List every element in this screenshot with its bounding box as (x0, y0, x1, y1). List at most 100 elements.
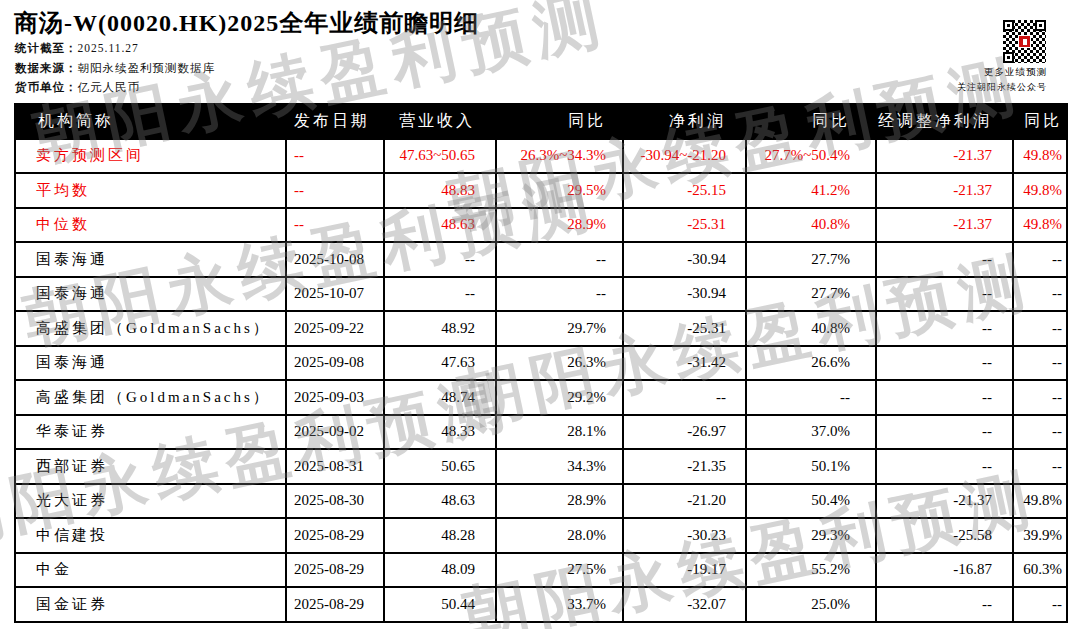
table-body: 卖方预测区间--47.63~50.6526.3%~34.3%-30.94~-21… (15, 139, 1067, 622)
cell: 25.0% (746, 587, 876, 622)
cell: 29.7% (496, 311, 623, 346)
cell: 西部证券 (15, 449, 286, 484)
report-page: 商汤-W(00020.HK)2025全年业绩前瞻明细 统计截至：2025.11.… (0, 0, 1080, 629)
cell: -- (286, 173, 384, 208)
cell: 2025-09-22 (286, 311, 384, 346)
cell: 50.44 (384, 587, 496, 622)
cell: 50.65 (384, 449, 496, 484)
cell: 28.9% (496, 208, 623, 243)
table-row: 高盛集团（GoldmanSachs）2025-09-0348.7429.2%--… (15, 380, 1067, 415)
table-row: 中信建投2025-08-2948.2828.0%-30.2329.3%-25.5… (15, 518, 1067, 553)
table-row: 华泰证券2025-09-0248.3328.1%-26.9737.0%---- (15, 415, 1067, 450)
cell: -- (496, 277, 623, 312)
cell: 49.8% (1013, 208, 1067, 243)
cell: 29.5% (496, 173, 623, 208)
table-row: 国泰海通2025-10-07-----30.9427.7%---- (15, 277, 1067, 312)
cell: 48.33 (384, 415, 496, 450)
cell: -- (1013, 242, 1067, 277)
cell: 48.28 (384, 518, 496, 553)
cell: -- (384, 242, 496, 277)
qr-finder-icon (1035, 20, 1046, 31)
column-header: 发布日期 (286, 104, 384, 139)
cell: -21.37 (876, 139, 1013, 174)
cell: -21.35 (623, 449, 746, 484)
table-row: 国泰海通2025-09-0847.6326.3%-31.4226.6%---- (15, 346, 1067, 381)
column-header: 机构简称 (15, 104, 286, 139)
cell: 29.3% (746, 518, 876, 553)
cell: -30.94 (623, 277, 746, 312)
cell: -21.20 (623, 484, 746, 519)
qr-finder-icon (1003, 20, 1014, 31)
table-row: 西部证券2025-08-3150.6534.3%-21.3550.1%---- (15, 449, 1067, 484)
qr-caption-2: 关注朝阳永续公众号 (927, 81, 1047, 94)
qr-code (1003, 20, 1046, 63)
cell: 40.8% (746, 311, 876, 346)
cell: 国金证券 (15, 587, 286, 622)
cell: 2025-08-29 (286, 587, 384, 622)
cell: -21.37 (876, 484, 1013, 519)
cell: 国泰海通 (15, 346, 286, 381)
meta-stat-date: 统计截至：2025.11.27 (15, 41, 139, 56)
summary-row: 中位数--48.6328.9%-25.3140.8%-21.3749.8% (15, 208, 1067, 243)
cell: -- (286, 208, 384, 243)
cell: -19.17 (623, 553, 746, 588)
cell: -30.23 (623, 518, 746, 553)
cell: 29.2% (496, 380, 623, 415)
cell: -- (876, 380, 1013, 415)
cell: 27.5% (496, 553, 623, 588)
cell: -30.94~-21.20 (623, 139, 746, 174)
cell: 49.8% (1013, 139, 1067, 174)
cell: -- (1013, 277, 1067, 312)
cell: 47.63~50.65 (384, 139, 496, 174)
table-header-row: 机构简称发布日期营业收入同比净利润同比经调整净利润同比 (15, 104, 1067, 139)
qr-finder-icon (1003, 52, 1014, 63)
cell: 27.7% (746, 242, 876, 277)
cell: -16.87 (876, 553, 1013, 588)
cell: 2025-09-02 (286, 415, 384, 450)
cell: 2025-08-31 (286, 449, 384, 484)
cell: -- (384, 277, 496, 312)
table-row: 中金2025-08-2948.0927.5%-19.1755.2%-16.876… (15, 553, 1067, 588)
cell: 48.63 (384, 208, 496, 243)
cell: 48.83 (384, 173, 496, 208)
meta-value: 朝阳永续盈利预测数据库 (78, 62, 216, 74)
cell: 2025-09-08 (286, 346, 384, 381)
cell: 49.8% (1013, 484, 1067, 519)
meta-label: 统计截至： (15, 42, 78, 54)
table-row: 光大证券2025-08-3048.6328.9%-21.2050.4%-21.3… (15, 484, 1067, 519)
cell: -31.42 (623, 346, 746, 381)
cell: 60.3% (1013, 553, 1067, 588)
cell: 2025-08-30 (286, 484, 384, 519)
cell: -- (1013, 346, 1067, 381)
cell: 33.7% (496, 587, 623, 622)
cell: -- (876, 311, 1013, 346)
cell: 27.7% (746, 277, 876, 312)
cell: 中金 (15, 553, 286, 588)
cell: 国泰海通 (15, 242, 286, 277)
cell: -21.37 (876, 173, 1013, 208)
cell: -32.07 (623, 587, 746, 622)
cell: -- (1013, 311, 1067, 346)
meta-data-source: 数据来源：朝阳永续盈利预测数据库 (15, 61, 215, 76)
cell: 光大证券 (15, 484, 286, 519)
cell: -- (1013, 380, 1067, 415)
meta-label: 货币单位： (15, 81, 78, 93)
cell: 高盛集团（GoldmanSachs） (15, 380, 286, 415)
forecast-table: 机构简称发布日期营业收入同比净利润同比经调整净利润同比 卖方预测区间--47.6… (14, 103, 1068, 623)
cell: -25.31 (623, 311, 746, 346)
cell: -- (876, 587, 1013, 622)
cell: -- (1013, 449, 1067, 484)
meta-value: 亿元人民币 (78, 81, 141, 93)
qr-center-logo-icon (1018, 35, 1031, 48)
column-header: 同比 (496, 104, 623, 139)
cell: -- (1013, 587, 1067, 622)
cell: 26.3%~34.3% (496, 139, 623, 174)
page-title: 商汤-W(00020.HK)2025全年业绩前瞻明细 (14, 7, 479, 39)
cell: -- (496, 242, 623, 277)
cell: 50.1% (746, 449, 876, 484)
cell: -- (876, 277, 1013, 312)
cell: -- (876, 346, 1013, 381)
cell: 55.2% (746, 553, 876, 588)
cell: 高盛集团（GoldmanSachs） (15, 311, 286, 346)
qr-caption-1: 更多业绩预测 (927, 66, 1047, 79)
